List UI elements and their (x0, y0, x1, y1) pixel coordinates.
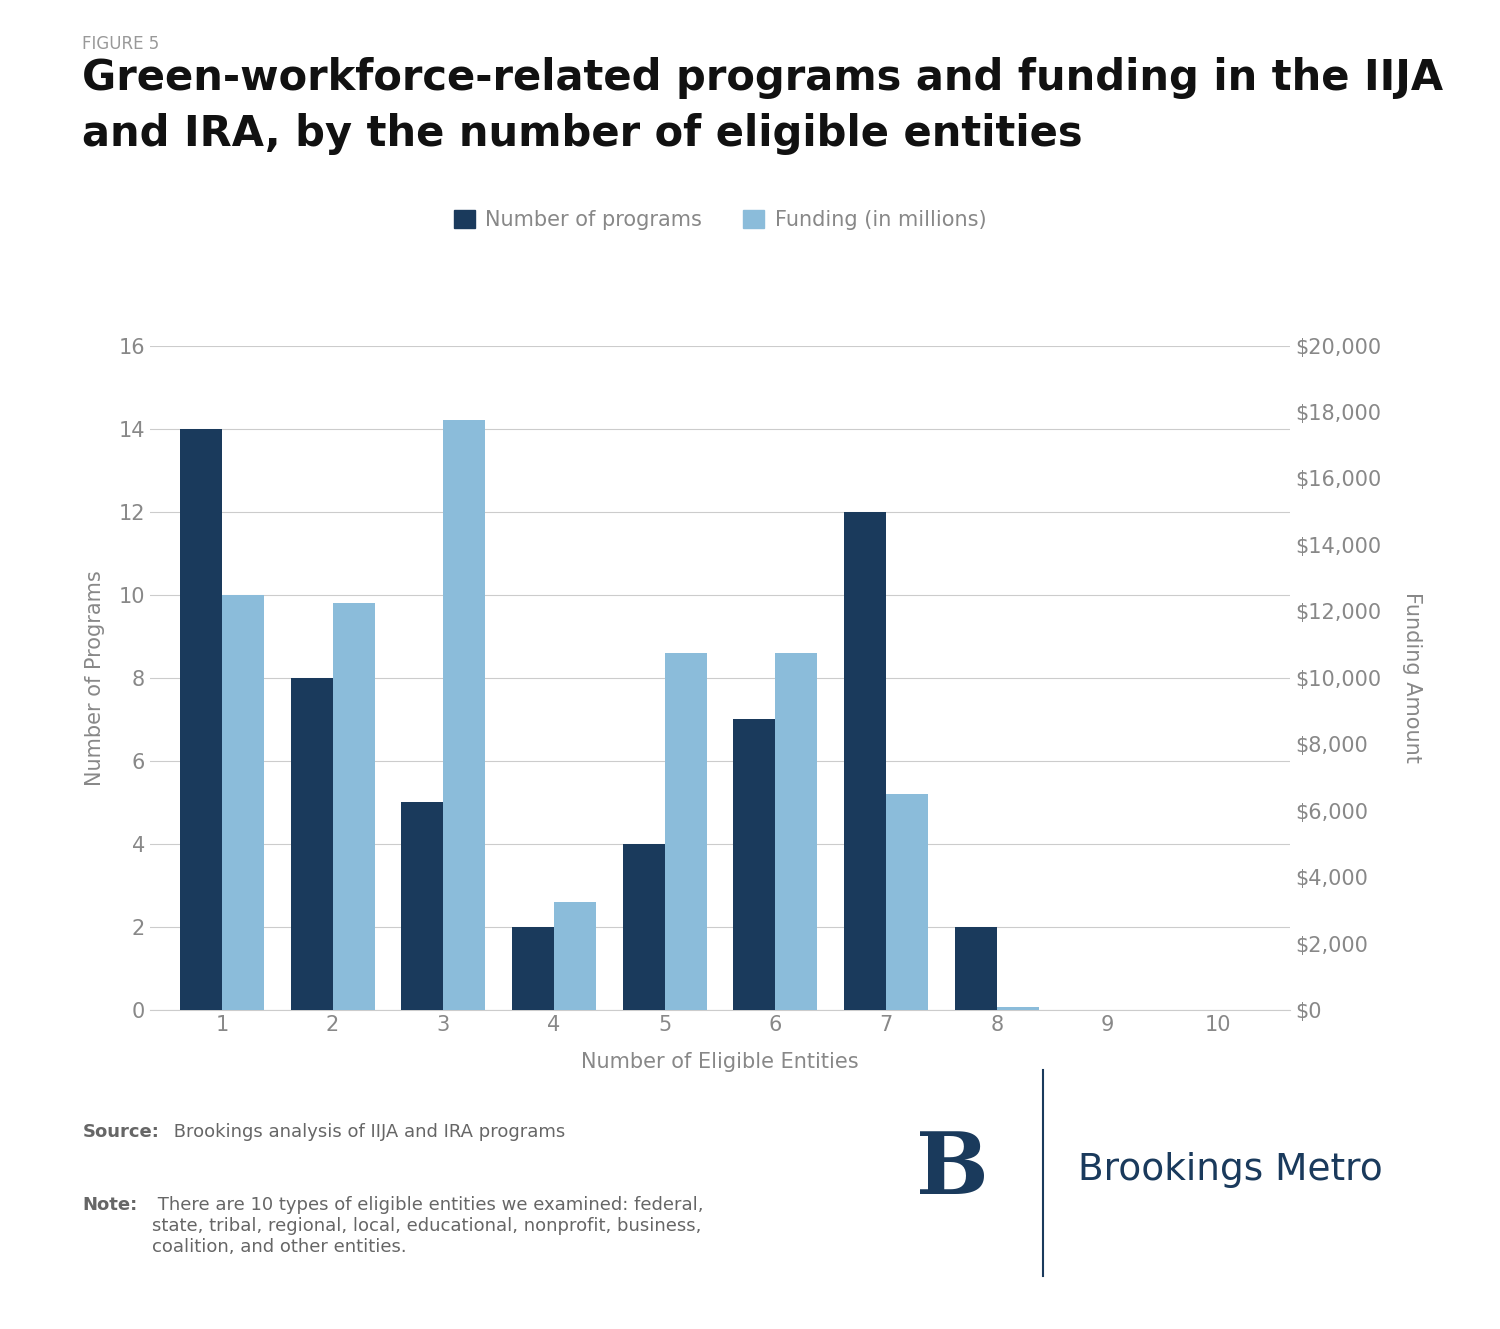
Bar (954, 928, 996, 1010)
Bar (291, 678, 333, 1010)
Bar (996, 1007, 1039, 1010)
Bar (734, 719, 776, 1010)
Bar (776, 653, 818, 1010)
Bar (400, 803, 444, 1010)
Y-axis label: Number of Programs: Number of Programs (84, 570, 105, 785)
Text: and IRA, by the number of eligible entities: and IRA, by the number of eligible entit… (82, 113, 1083, 155)
Text: B: B (916, 1127, 988, 1212)
Text: Note:: Note: (82, 1196, 138, 1215)
Bar (886, 795, 928, 1010)
X-axis label: Number of Eligible Entities: Number of Eligible Entities (580, 1051, 859, 1071)
Text: There are 10 types of eligible entities we examined: federal,
state, tribal, reg: There are 10 types of eligible entities … (152, 1196, 704, 1256)
Text: Green-workforce-related programs and funding in the IIJA: Green-workforce-related programs and fun… (82, 57, 1443, 100)
Bar (333, 603, 375, 1010)
Bar (844, 512, 886, 1010)
Text: Brookings Metro: Brookings Metro (1077, 1151, 1383, 1188)
Legend: Number of programs, Funding (in millions): Number of programs, Funding (in millions… (453, 210, 987, 230)
Bar (512, 928, 554, 1010)
Y-axis label: Funding Amount: Funding Amount (1402, 593, 1422, 763)
Text: FIGURE 5: FIGURE 5 (82, 35, 159, 53)
Bar (664, 653, 706, 1010)
Bar (622, 844, 664, 1010)
Bar (222, 595, 264, 1010)
Bar (554, 902, 596, 1010)
Bar (180, 428, 222, 1010)
Text: Brookings analysis of IIJA and IRA programs: Brookings analysis of IIJA and IRA progr… (168, 1123, 566, 1142)
Bar (444, 420, 486, 1010)
Text: Source:: Source: (82, 1123, 159, 1142)
